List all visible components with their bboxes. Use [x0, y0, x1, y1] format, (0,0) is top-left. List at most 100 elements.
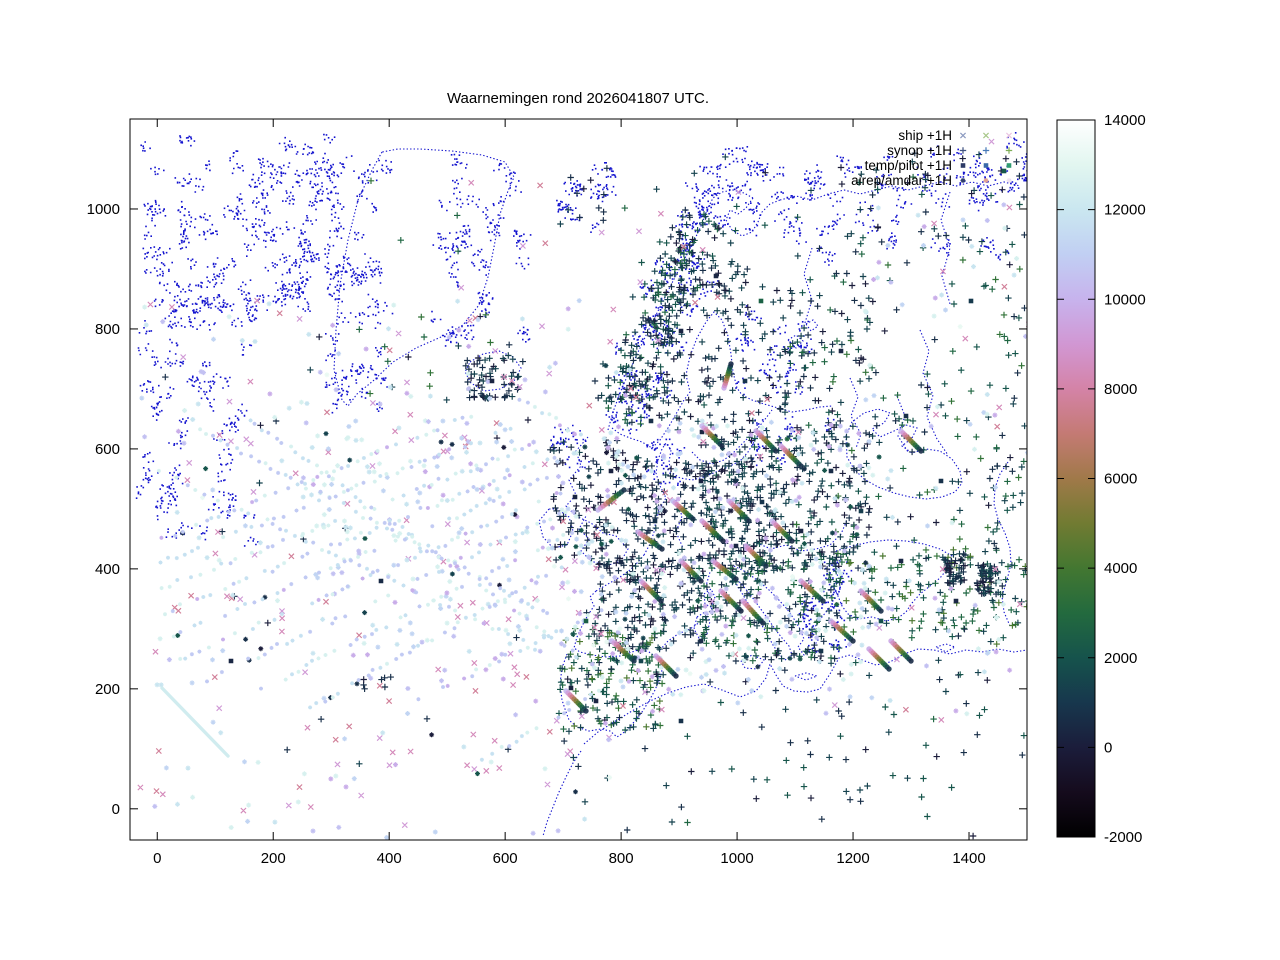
colorbar-tick-label: 4000	[1104, 560, 1137, 577]
amdar-europe	[566, 596, 693, 677]
amdar-low-atlantic	[175, 466, 579, 777]
temp-pilot-point	[1001, 168, 1007, 174]
ship-west-iberia	[471, 650, 585, 773]
coastline	[573, 590, 657, 658]
amdar-mid-atlantic	[313, 418, 560, 650]
x-tick-label: 600	[493, 850, 518, 867]
temp-pilot-point	[758, 298, 764, 304]
coast-speckle	[324, 155, 394, 414]
temp-pilot-point	[583, 618, 589, 624]
coastline	[993, 461, 1012, 627]
aircraft-ascent-descent-track	[820, 598, 826, 604]
colorbar-tick-label: 2000	[1104, 650, 1137, 667]
aircraft-ascent-descent-track	[673, 673, 679, 679]
coastline	[794, 672, 819, 681]
synop-iceland	[466, 352, 522, 402]
synop-arctic-sparse	[557, 153, 729, 228]
aircraft-ascent-descent-track	[738, 608, 744, 614]
synop-ocean-sparse	[162, 341, 590, 753]
ship-mediterranean	[732, 651, 909, 713]
synop-arctic-sparse	[621, 204, 628, 212]
coastline	[849, 377, 862, 449]
synop-baltics	[783, 394, 790, 401]
amdar-east	[863, 217, 1027, 529]
aircraft-ascent-descent-track	[583, 708, 589, 714]
x-tick-label: 1400	[952, 850, 985, 867]
amdar-low-atlantic	[258, 444, 609, 738]
coastline	[607, 189, 754, 431]
synop-russia-north	[855, 179, 1023, 251]
amdar-europe	[564, 418, 867, 677]
coastline	[643, 431, 761, 556]
coastline	[583, 648, 1027, 745]
aircraft-ascent-descent-track	[720, 538, 726, 544]
legend-marker-star	[983, 178, 989, 183]
coastline	[919, 329, 949, 456]
legend-marker-star	[1006, 178, 1012, 183]
synop-svalbard	[567, 165, 611, 224]
coast-speckle	[140, 133, 343, 317]
amdar-mediterranean	[790, 574, 795, 579]
amdar-flight-track	[170, 397, 604, 749]
legend-label: temp/pilot +1H	[865, 158, 952, 173]
aircraft-ascent-descent-track	[631, 658, 637, 664]
legend-marker-square	[1006, 163, 1012, 168]
x-tick-label: 1200	[836, 850, 869, 867]
synop-uk	[550, 438, 642, 562]
amdar-low-atlantic	[180, 439, 578, 795]
temp-pilot-point	[378, 559, 624, 584]
colorbar: 14000 12000 10000 8000 6000 4000 2000 0 -2000	[1056, 112, 1146, 846]
amdar-mediterranean	[672, 580, 978, 716]
chart-title: Waarnemingen rond 2026041807 UTC.	[447, 90, 709, 107]
aircraft-ascent-descent-track	[746, 518, 752, 524]
aircraft-ascent-descent-track	[798, 463, 804, 469]
coast-speckle	[550, 424, 590, 472]
aircraft-ascent-descent-track	[728, 361, 734, 367]
colorbar-tick-label: 6000	[1104, 471, 1137, 488]
colorbar-tick-label: 0	[1104, 739, 1112, 756]
observations-layer	[137, 138, 1027, 840]
amdar-europe	[559, 419, 872, 682]
colorbar-tick-label: -2000	[1104, 829, 1142, 846]
ship-norwegian-sea	[472, 182, 721, 409]
temp-pilot-point	[638, 658, 644, 664]
coastline	[756, 519, 848, 552]
amdar-europe	[559, 422, 876, 680]
legend-marker-x	[982, 132, 990, 139]
temp-pilot-point	[968, 298, 974, 304]
amdar-flight-track	[159, 423, 562, 688]
coastline	[845, 408, 963, 500]
ship-atlantic	[137, 297, 627, 814]
amdar-flight-track	[158, 411, 593, 762]
aircraft-ascent-descent-track	[698, 578, 704, 584]
synop-turkey	[834, 545, 1027, 646]
synop-mini-cluster	[360, 676, 367, 683]
synop-russia-north	[909, 173, 917, 181]
coast-speckle	[556, 162, 617, 233]
synop-scandinavia	[591, 206, 716, 426]
amdar-mid-atlantic	[310, 461, 506, 661]
ship-north-baltic-sea	[662, 396, 771, 496]
synop-sweden-finland	[648, 276, 754, 437]
coastline	[703, 588, 716, 608]
amdar-east	[863, 205, 1017, 520]
x-tick-label: 800	[609, 850, 634, 867]
synop-kazakhstan	[989, 432, 1016, 577]
aircraft-ascent-descent-track	[773, 448, 779, 454]
synop-cluster-east-a	[943, 556, 969, 587]
synop-iberia	[565, 627, 667, 732]
synop-north-africa	[557, 659, 1027, 820]
coastline	[896, 395, 909, 453]
synop-cluster-east-b	[978, 562, 1002, 597]
x-tick-label: 200	[261, 850, 286, 867]
amdar-mid-atlantic	[300, 419, 561, 654]
coastline	[787, 334, 804, 349]
coastline	[464, 350, 522, 392]
x-tick-label: 1000	[720, 850, 753, 867]
amdar-mid-atlantic	[321, 418, 540, 646]
amdar-atlantic	[200, 372, 613, 780]
aircraft-ascent-descent-track	[658, 598, 664, 604]
synop-russia-west	[788, 261, 1014, 526]
